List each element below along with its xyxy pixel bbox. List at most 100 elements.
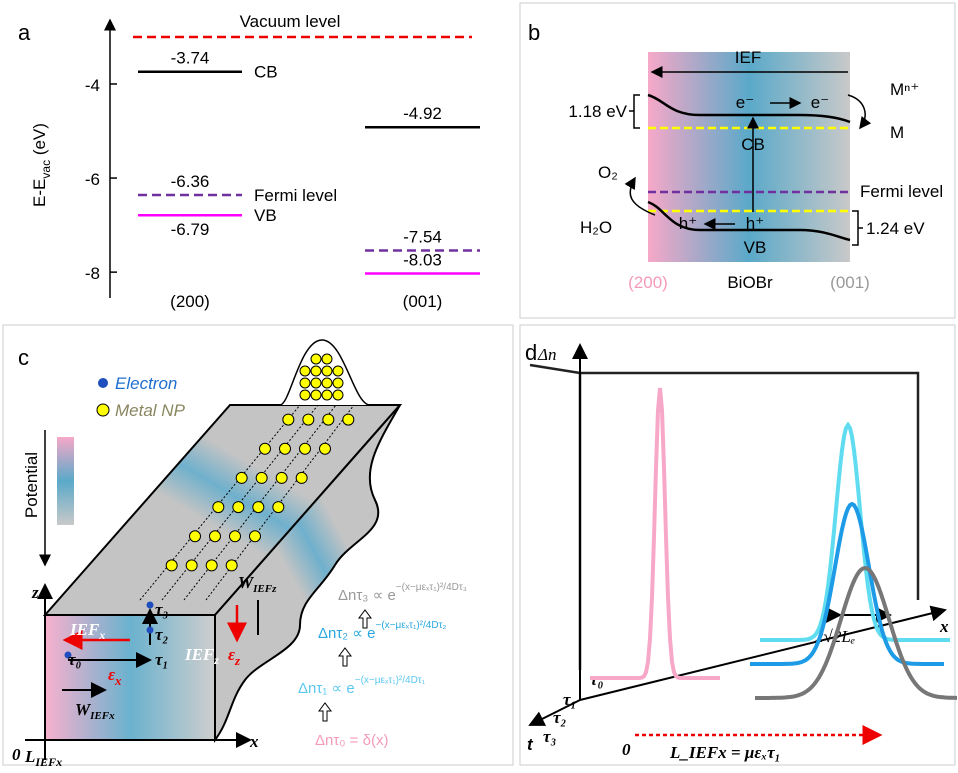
o2: O₂ xyxy=(598,163,618,182)
x-label: x xyxy=(939,617,949,636)
electron: e⁻ xyxy=(736,93,754,112)
category: (001) xyxy=(403,292,443,311)
eps-z-main: ε xyxy=(228,645,235,664)
tau: τ₂ xyxy=(553,708,567,727)
m-arrow xyxy=(848,95,865,128)
metal-np xyxy=(303,414,314,425)
metal-np xyxy=(213,502,224,513)
electron: e⁻ xyxy=(811,93,829,112)
np-peak xyxy=(322,378,332,388)
cb-label: CB xyxy=(741,135,765,154)
panel-label: a xyxy=(18,20,31,45)
tau: τ₃ xyxy=(543,727,557,746)
distribution-curve xyxy=(755,568,957,698)
l-x: LIEFx xyxy=(24,747,62,768)
panel-d: d Δn x t τ₀ τ₁ τ₂ τ₃ 2√2Lₑ 0 L_IEFx = με… xyxy=(520,325,957,765)
metal-np xyxy=(250,531,261,542)
y-tick-label: -6 xyxy=(85,170,100,189)
legend-electron: Electron xyxy=(115,374,177,393)
np-peak xyxy=(322,354,332,364)
np-peak xyxy=(333,378,343,388)
category: (200) xyxy=(170,292,210,311)
np-icon xyxy=(97,404,109,416)
metal-np xyxy=(276,472,287,483)
np-peak xyxy=(333,366,343,376)
equation-lhs: Δnτ₃ ∝ e xyxy=(338,587,396,604)
metal-np xyxy=(320,443,331,454)
z-label: z xyxy=(31,583,39,602)
dn-label: Δn xyxy=(537,345,556,364)
y-tick-label: -4 xyxy=(85,76,100,95)
y-label-main: E-E xyxy=(30,179,49,207)
metal-np xyxy=(280,443,291,454)
panel-c: c Electron Metal NP Potential z x 0 IEFx… xyxy=(3,325,513,768)
l-x-sub: IEFx xyxy=(34,755,62,768)
np-peak xyxy=(311,390,321,400)
equation: Δnτ₁ ∝ e−(x−μεₓτ₁)²/4Dτ₁ xyxy=(298,675,426,697)
distance-label: L_IEFx = μεₓτ₁ xyxy=(669,743,781,762)
hole: h⁺ xyxy=(679,214,697,233)
legend-np: Metal NP xyxy=(115,401,186,420)
ief: IEF xyxy=(735,48,761,67)
metal-np xyxy=(273,502,284,513)
fermi-label: Fermi level xyxy=(860,182,943,201)
y-label-sub: vac xyxy=(39,160,53,179)
electron-dot xyxy=(147,627,154,634)
eps-z-sub: z xyxy=(234,653,241,668)
metal-np xyxy=(233,502,244,513)
hole: h⁺ xyxy=(746,214,764,233)
distribution-curve xyxy=(590,388,720,678)
ief-x-main: IEF xyxy=(69,620,100,639)
x-label: x xyxy=(249,732,259,751)
hollow-arrow xyxy=(339,648,351,666)
equation: Δnτ₂ ∝ e−(x−μεₓτ₁)²/4Dτ₂ xyxy=(318,620,447,642)
metal-np xyxy=(166,560,177,571)
electron-icon xyxy=(98,378,108,388)
w-x-sub: IEFx xyxy=(89,710,115,722)
vb-label: VB xyxy=(744,238,767,257)
facet: (001) xyxy=(830,273,870,292)
ief-x-sub: x xyxy=(98,628,105,642)
metal-np xyxy=(343,414,354,425)
np-peak xyxy=(333,390,343,400)
panel-b: b IEF e⁻ e⁻ Mⁿ⁺ M 1.18 eV CB O₂ H₂O h⁺ h… xyxy=(520,3,955,318)
h2o: H₂O xyxy=(580,218,612,237)
l-x-main: L xyxy=(24,747,35,766)
material: BiOBr xyxy=(727,273,773,292)
level-value: -4.92 xyxy=(403,104,442,123)
potential: Potential xyxy=(22,452,41,518)
hollow-arrow xyxy=(319,703,331,721)
metal-np xyxy=(296,472,307,483)
equation: Δnτ₃ ∝ e−(x−μεₓτ₁)²/4Dτ₃ xyxy=(338,582,467,604)
metal-np xyxy=(236,472,247,483)
tau: τ₂ xyxy=(155,625,169,644)
ief-z: IEFz xyxy=(184,645,219,667)
bracket xyxy=(852,211,863,245)
panel-label: b xyxy=(528,20,540,45)
t-label: t xyxy=(527,735,534,754)
np-peak xyxy=(300,378,310,388)
np-peak xyxy=(300,366,310,376)
metal-np xyxy=(253,502,264,513)
metal-np xyxy=(300,443,311,454)
ief-z-sub: z xyxy=(213,653,219,667)
metal-np xyxy=(206,560,217,571)
vb-bend: 1.24 eV xyxy=(866,219,925,238)
vacuum-label: Vacuum level xyxy=(240,12,341,31)
metal-np xyxy=(190,531,201,542)
np-peak xyxy=(322,366,332,376)
equation-exp: −(x−μεₓτ₁)²/4Dτ₁ xyxy=(355,675,426,686)
metal-np xyxy=(283,414,294,425)
origin: 0 xyxy=(12,745,21,764)
level-value: -3.74 xyxy=(171,49,210,68)
panel-label: c xyxy=(18,345,29,370)
potential-bar xyxy=(57,437,74,525)
level-value: -6.79 xyxy=(171,220,210,239)
y-label: E-Evac (eV) xyxy=(30,123,53,207)
level-tag: VB xyxy=(254,206,277,225)
metal-ion: Mⁿ⁺ xyxy=(890,80,919,99)
equation-lhs: Δnτ₀ = δ(x) xyxy=(315,732,388,749)
panel-label: d xyxy=(525,340,537,365)
eps-x-main: ε xyxy=(108,665,115,684)
y-tick-label: -8 xyxy=(85,264,100,283)
